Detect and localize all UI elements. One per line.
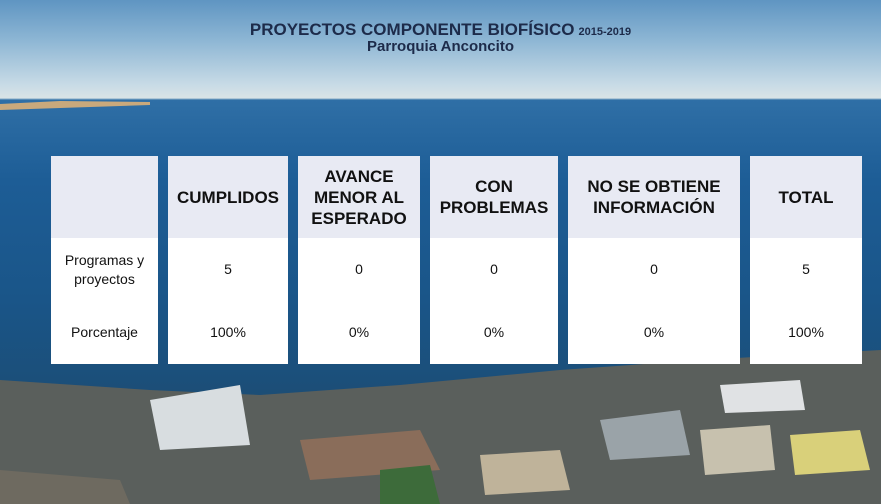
slide-title: PROYECTOS COMPONENTE BIOFÍSICO 2015-2019 [0, 20, 881, 40]
table-cell: 0 [568, 238, 740, 301]
header-cell: CUMPLIDOS [168, 156, 288, 238]
row-label: Porcentaje [51, 301, 158, 364]
header-cell: TOTAL [750, 156, 862, 238]
slide: PROYECTOS COMPONENTE BIOFÍSICO2015-2019 … [0, 0, 881, 504]
table-cell: 0% [298, 301, 420, 364]
title-years: 2015-2019 [579, 26, 632, 38]
table-cell: 0 [298, 238, 420, 301]
header-cell: AVANCE MENOR AL ESPERADO [298, 156, 420, 238]
table-cell: 5 [168, 238, 288, 301]
row-label: Programas y proyectos [51, 238, 158, 301]
table-cell: 5 [750, 238, 862, 301]
table-cell: 100% [168, 301, 288, 364]
header-cell [51, 156, 158, 238]
header-cell: NO SE OBTIENE INFORMACIÓN [568, 156, 740, 238]
table-cell: 0 [430, 238, 558, 301]
table-cell: 0% [430, 301, 558, 364]
header-cell: CON PROBLEMAS [430, 156, 558, 238]
table-cell: 0% [568, 301, 740, 364]
slide-subtitle: Parroquia Anconcito [0, 38, 881, 55]
table-cell: 100% [750, 301, 862, 364]
title-text: PROYECTOS COMPONENTE BIOFÍSICO [250, 20, 575, 39]
